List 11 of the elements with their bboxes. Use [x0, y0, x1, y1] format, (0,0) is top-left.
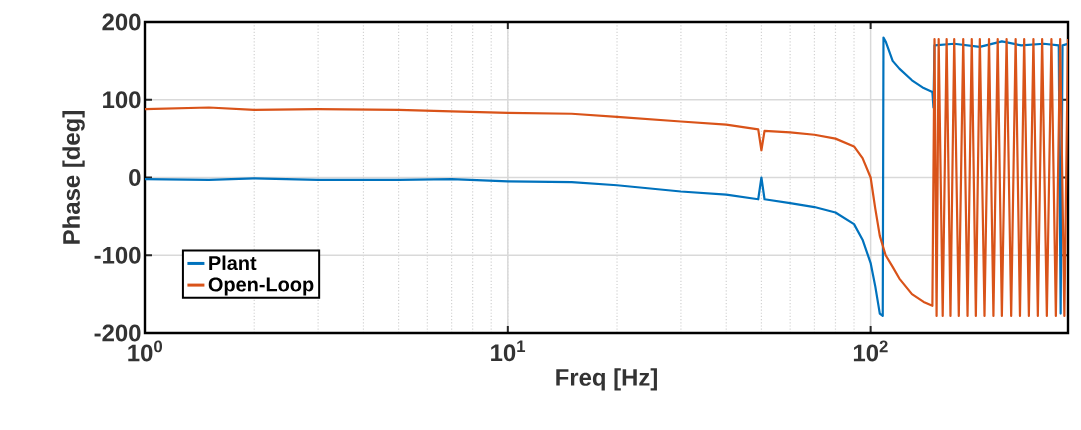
- y-tick-label: 200: [102, 13, 141, 31]
- x-tick-label: 10$^{2}$: [853, 340, 888, 362]
- y-axis-title: Phase [deg]: [62, 111, 85, 244]
- x-tick-label: 10$^{1}$: [491, 340, 526, 362]
- legend-label: Open-Loop: [208, 277, 314, 296]
- y-tick-label: 100: [103, 91, 141, 109]
- y-tick-label: -100: [94, 246, 141, 264]
- y-tick-label: 0: [129, 169, 141, 186]
- legend-label: Plant: [209, 255, 257, 271]
- x-axis-title: Freq [Hz]: [556, 368, 657, 391]
- y-tick-label: -200: [94, 324, 141, 342]
